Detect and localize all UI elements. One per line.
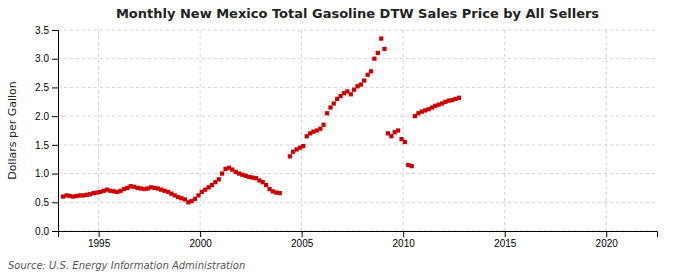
grid-line <box>200 30 201 231</box>
tick-label: 0.0 <box>35 226 49 237</box>
grid-line <box>58 173 657 174</box>
tick-mark <box>52 116 58 117</box>
tick: 0.5 <box>35 197 58 208</box>
tick: 1.0 <box>35 168 58 179</box>
point <box>376 51 380 55</box>
point <box>325 111 329 115</box>
point <box>321 123 325 127</box>
point <box>220 171 224 175</box>
tick-mark <box>52 145 58 146</box>
tick-label: 1.0 <box>35 168 49 179</box>
tick: 1995 <box>88 231 111 249</box>
tick-label: 0.5 <box>35 197 49 208</box>
tick-label: 2.5 <box>35 82 49 93</box>
point <box>328 105 332 109</box>
point <box>457 96 461 100</box>
grid <box>58 30 657 231</box>
point <box>349 92 353 96</box>
point <box>332 101 336 105</box>
grid-line <box>403 30 404 231</box>
tick-mark <box>52 59 58 60</box>
tick: 3.5 <box>35 25 58 36</box>
point <box>217 177 221 181</box>
grid-line <box>58 30 657 31</box>
tick: 2.0 <box>35 111 58 122</box>
tick-label: 2.0 <box>35 111 49 122</box>
tick: 2005 <box>291 231 314 249</box>
tick-label: 2015 <box>494 238 517 249</box>
tick-mark <box>99 231 100 237</box>
tick: 3.0 <box>35 53 58 64</box>
tick-mark <box>505 231 506 237</box>
tick: 0.0 <box>35 226 58 237</box>
tick-mark <box>52 87 58 88</box>
grid-line <box>606 30 607 231</box>
grid-line <box>504 30 505 231</box>
tick-mark <box>200 231 201 237</box>
tick-mark <box>52 231 58 232</box>
tick: 2.5 <box>35 82 58 93</box>
annotation: Source: U.S. Energy Information Administ… <box>8 260 245 271</box>
tick-label: 2020 <box>596 238 619 249</box>
point <box>379 36 383 40</box>
point <box>318 127 322 131</box>
x-axis: 1995 2000 2005 2010 2015 2020 <box>59 231 658 249</box>
tick-label: 1995 <box>88 238 111 249</box>
tick-label: 3.0 <box>35 53 49 64</box>
tick-mark <box>52 202 58 203</box>
tick-label: 1.5 <box>35 140 49 151</box>
chart: 1995 2000 2005 2010 2015 2020 0.0 0.5 1.0 1.5 2.0 2… <box>0 0 675 275</box>
point <box>264 183 268 187</box>
tick: 2020 <box>596 231 619 249</box>
point <box>288 154 292 158</box>
grid-line <box>58 202 657 203</box>
plot: 1995 2000 2005 2010 2015 2020 0.0 0.5 1.0 1.5 2.0 2… <box>35 25 657 249</box>
point <box>403 140 407 144</box>
grid-line <box>58 116 657 117</box>
points <box>61 36 461 204</box>
tick: 2000 <box>190 231 213 249</box>
tick-mark <box>302 231 303 237</box>
y-axis: 0.0 0.5 1.0 1.5 2.0 2.5 3.0 3.5 <box>35 25 58 237</box>
point <box>382 47 386 51</box>
grid-line <box>58 144 657 145</box>
point <box>301 144 305 148</box>
tick-mark <box>403 231 404 237</box>
tick-mark <box>52 30 58 31</box>
point <box>410 164 414 168</box>
axis-line <box>59 232 658 238</box>
tick-label: 2000 <box>190 238 213 249</box>
point <box>359 82 363 86</box>
tick-mark <box>52 174 58 175</box>
point <box>396 128 400 132</box>
tick-label: 3.5 <box>35 25 49 36</box>
y-axis-title: Dollars per Gallon <box>6 81 19 180</box>
point <box>369 69 373 73</box>
point <box>278 191 282 195</box>
grid-line <box>301 30 302 231</box>
tick: 2015 <box>494 231 517 249</box>
tick-mark <box>606 231 607 237</box>
point <box>389 134 393 138</box>
grid-line <box>98 30 99 231</box>
point <box>362 78 366 82</box>
tick: 1.5 <box>35 140 58 151</box>
axis-line <box>52 31 59 232</box>
tick: 2010 <box>393 231 416 249</box>
point <box>372 57 376 61</box>
tick-label: 2010 <box>393 238 416 249</box>
tick-label: 2005 <box>291 238 314 249</box>
grid-line <box>58 58 657 59</box>
title: Monthly New Mexico Total Gasoline DTW Sa… <box>116 6 599 21</box>
